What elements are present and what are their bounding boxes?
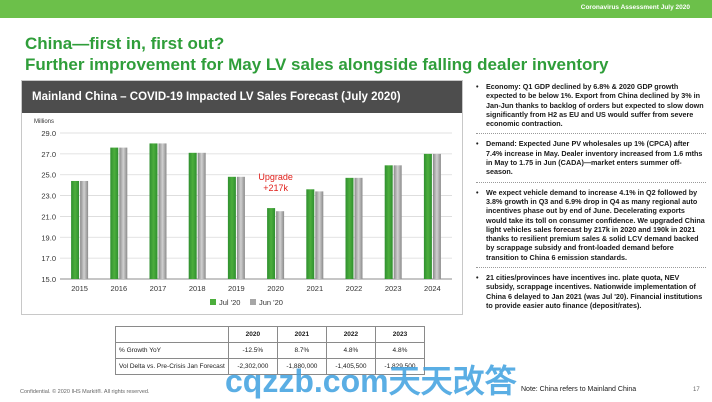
- bullet-divider: [476, 267, 706, 269]
- legend-label-jun-20: Jun '20: [259, 298, 283, 307]
- table-header-cell: [115, 326, 229, 343]
- table-cell: -1,829,500: [374, 358, 426, 375]
- footnote: Note: China refers to Mainland China: [521, 386, 637, 393]
- y-tick-label: 23.0: [41, 192, 56, 201]
- bullet-incentives: 21 cities/provinces have incentives inc.…: [476, 273, 706, 310]
- x-tick-label: 2017: [150, 284, 167, 293]
- bar-jun-20: [119, 147, 128, 279]
- header-subtitle: Coronavirus Assessment July 2020: [580, 4, 690, 11]
- bar-jul-20: [227, 176, 236, 279]
- bar-jun-20: [315, 191, 324, 279]
- bar-jun-20: [80, 180, 89, 279]
- table-header-cell: 2021: [276, 326, 327, 343]
- x-tick-label: 2016: [110, 284, 127, 293]
- table-header-cell: 2020: [227, 326, 278, 343]
- bullet-demand: Demand: Expected June PV wholesales up 1…: [476, 139, 706, 176]
- table-header-row: 2020 2021 2022 2023: [115, 326, 426, 343]
- y-tick-label: 25.0: [41, 171, 56, 180]
- y-tick-label: 21.0: [41, 212, 56, 221]
- x-tick-label: 2021: [306, 284, 323, 293]
- legend-swatch-jun-20: [250, 299, 256, 305]
- bar-jul-20: [423, 153, 432, 279]
- x-tick-label: 2020: [267, 284, 284, 293]
- y-tick-label: 19.0: [41, 233, 56, 242]
- bar-jun-20: [276, 211, 285, 279]
- y-tick-label: 27.0: [41, 150, 56, 159]
- page-title-line2: Further improvement for May LV sales alo…: [25, 55, 609, 74]
- table-header-cell: 2023: [374, 326, 426, 343]
- annotation-upgrade: Upgrade: [258, 172, 293, 182]
- bullet-forecast: We expect vehicle demand to increase 4.1…: [476, 188, 706, 262]
- bar-jul-20: [267, 208, 276, 279]
- x-tick-label: 2024: [424, 284, 441, 293]
- x-tick-label: 2015: [71, 284, 88, 293]
- bar-jun-20: [432, 153, 441, 279]
- bar-jun-20: [354, 177, 363, 279]
- table-cell: 4.8%: [374, 342, 426, 359]
- bullet-divider: [476, 133, 706, 135]
- y-axis-label: Millions: [34, 119, 54, 125]
- bar-jul-20: [149, 143, 158, 279]
- bar-jul-20: [188, 152, 197, 279]
- bar-chart: Millions 15.0 17.0 19.0 21.0 23.0 25.0 27.0 29.0…: [34, 119, 452, 307]
- bar-jul-20: [345, 177, 354, 279]
- bar-jun-20: [393, 165, 402, 279]
- table-cell: % Growth YoY: [115, 342, 229, 359]
- chart-title: Mainland China – COVID-19 Impacted LV Sa…: [32, 91, 401, 103]
- watermark: cqzzb.com天天改答: [225, 363, 517, 399]
- table-header-cell: 2022: [325, 326, 376, 343]
- page-title-line1: China—first in, first out?: [25, 34, 225, 53]
- bar-jun-20: [158, 143, 167, 279]
- bullet-list: Economy: Q1 GDP declined by 6.8% & 2020 …: [476, 82, 706, 310]
- y-tick-label: 15.0: [41, 275, 56, 284]
- x-tick-label: 2019: [228, 284, 245, 293]
- page-number: 17: [693, 387, 700, 393]
- y-tick-label: 17.0: [41, 254, 56, 263]
- x-tick-label: 2023: [385, 284, 402, 293]
- bar-jul-20: [306, 189, 315, 279]
- bullet-economy: Economy: Q1 GDP declined by 6.8% & 2020 …: [476, 82, 706, 128]
- bar-jul-20: [71, 180, 80, 279]
- forecast-table: 2020 2021 2022 2023 % Growth YoY -12.5% …: [115, 326, 426, 375]
- x-tick-label: 2022: [346, 284, 363, 293]
- legend-swatch-jul-20: [210, 299, 216, 305]
- bar-jul-20: [384, 165, 393, 279]
- x-tick-label: 2018: [189, 284, 206, 293]
- copyright-footer: Confidential. © 2020 IHS Markit®. All ri…: [20, 389, 150, 395]
- bullet-divider: [476, 181, 706, 183]
- bar-jun-20: [236, 176, 245, 279]
- bar-jul-20: [110, 147, 119, 279]
- table-cell: Vol Delta vs. Pre-Crisis Jan Forecast: [115, 358, 229, 375]
- table-row: Vol Delta vs. Pre-Crisis Jan Forecast -2…: [115, 358, 426, 375]
- chart-panel: Mainland China – COVID-19 Impacted LV Sa…: [21, 80, 463, 315]
- annotation-amount: +217k: [263, 183, 288, 193]
- legend-label-jul-20: Jul '20: [219, 298, 240, 307]
- top-bar: Coronavirus Assessment July 2020: [0, 0, 712, 18]
- chart-header: Mainland China – COVID-19 Impacted LV Sa…: [22, 81, 462, 113]
- y-tick-label: 29.0: [41, 129, 56, 138]
- bar-jun-20: [197, 152, 206, 279]
